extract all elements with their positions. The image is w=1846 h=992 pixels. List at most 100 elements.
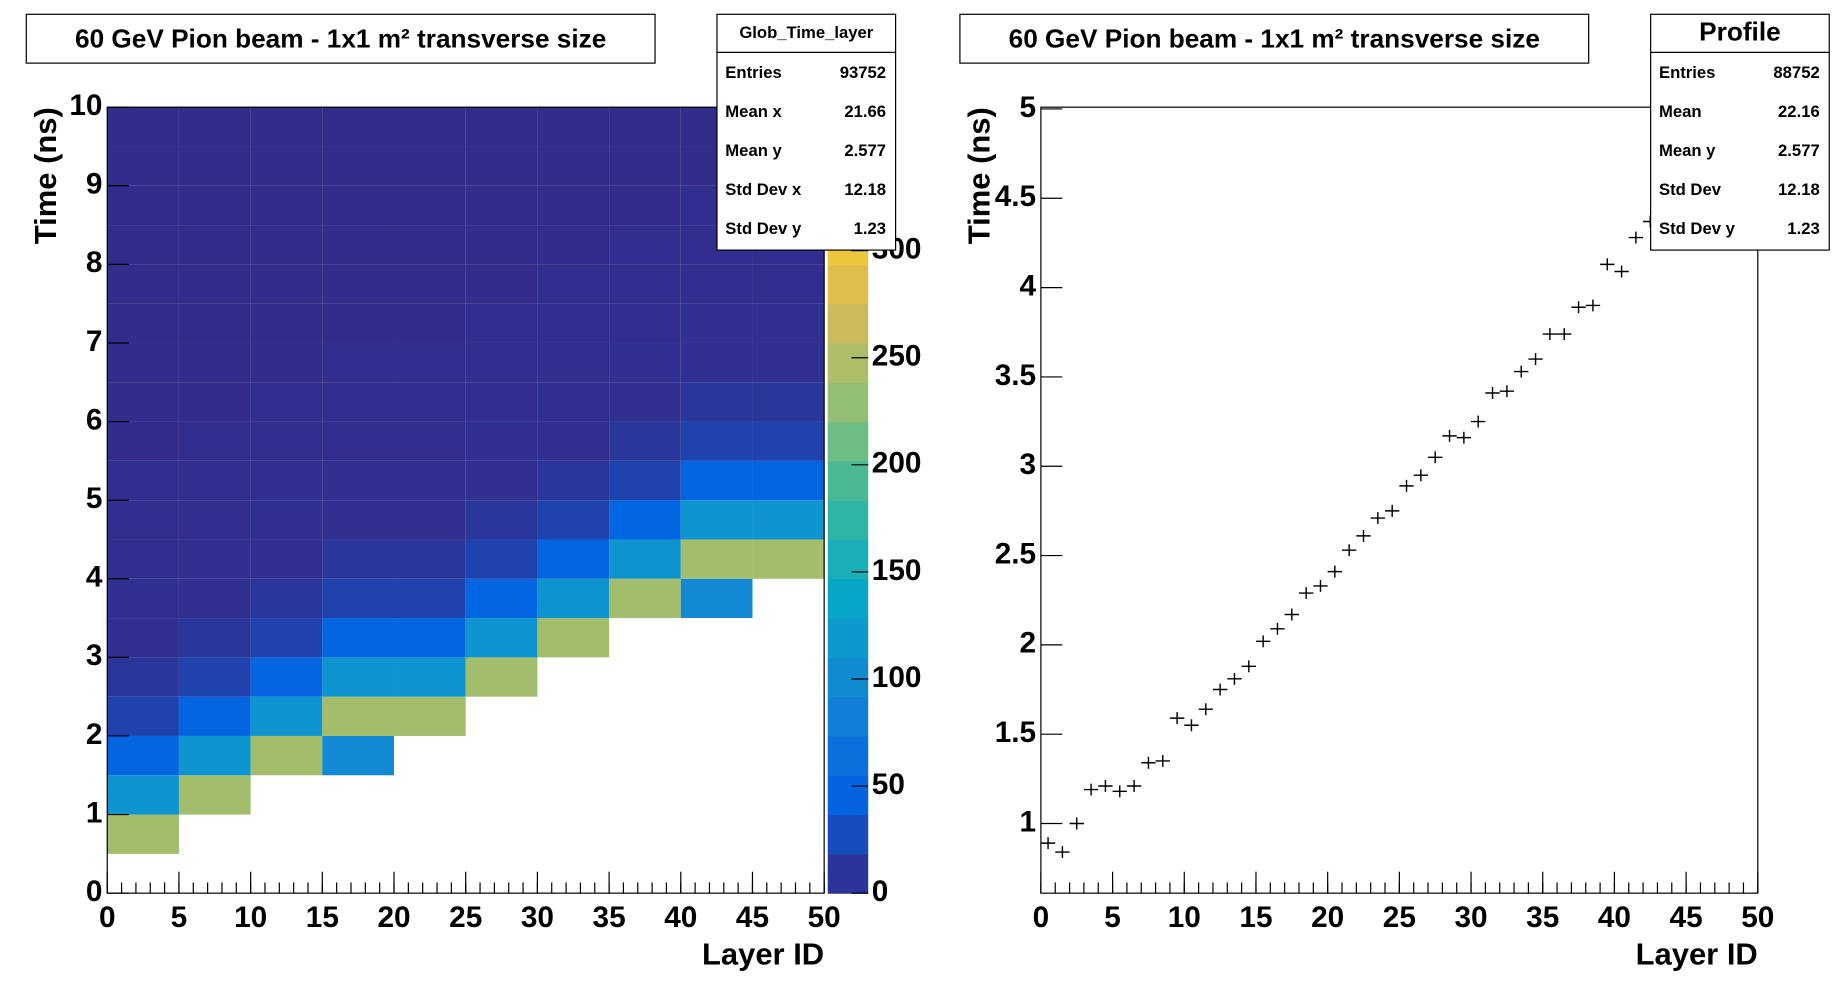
heat-cell <box>322 696 395 736</box>
profile-point <box>1040 837 1056 850</box>
stats-label: Std Dev x <box>725 180 802 199</box>
profile-point <box>1413 469 1429 482</box>
heat-cell <box>537 185 610 226</box>
heat-cell <box>752 382 825 422</box>
heat-cell <box>680 342 753 383</box>
profile-point <box>1155 755 1170 767</box>
stats-label: Std Dev <box>1659 180 1722 199</box>
stats-value: 12.18 <box>844 180 886 199</box>
heat-cell <box>322 264 395 304</box>
y-tick-label: 1.5 <box>995 716 1036 749</box>
heat-cell <box>178 421 251 461</box>
heat-cell <box>322 500 395 540</box>
y-axis-title: Time (ns) <box>28 107 63 244</box>
heat-cell <box>178 342 251 383</box>
profile-point <box>1083 783 1099 796</box>
z-tick-label: 0 <box>872 875 889 908</box>
y-tick-label: 1 <box>1020 805 1037 838</box>
x-tick-label: 50 <box>808 901 841 934</box>
heat-cell <box>680 382 753 422</box>
title-box <box>25 13 656 64</box>
heat-cell <box>178 775 251 815</box>
stats-label: Std Dev y <box>725 219 802 238</box>
x-tick-label: 0 <box>99 901 116 934</box>
title-box <box>959 13 1590 64</box>
y-tick-label: 4 <box>1020 269 1037 302</box>
profile-point <box>1614 265 1629 278</box>
stats-value: 22.16 <box>1778 102 1820 121</box>
x-tick-label: 45 <box>736 901 769 934</box>
heat-cell <box>322 342 395 383</box>
y-tick-label: 3 <box>1020 448 1037 481</box>
stats-value: 88752 <box>1773 63 1819 82</box>
heat-cell <box>107 618 179 658</box>
stats-box: Glob_Time_layer Entries 93752 Mean x 21.66 Me… <box>716 13 897 251</box>
x-tick-label: 10 <box>234 901 267 934</box>
stats-value: 1.23 <box>854 219 886 238</box>
heat-cell <box>465 618 538 658</box>
z-tick-label: 150 <box>872 554 922 587</box>
heat-cell <box>609 342 681 383</box>
profile-point <box>1628 231 1644 244</box>
z-tick-label: 50 <box>872 768 905 801</box>
color-bar-step <box>827 657 869 698</box>
heat-cell <box>465 342 538 383</box>
heat-cell <box>178 500 251 540</box>
x-tick-label: 10 <box>1168 901 1201 934</box>
heat-cell <box>465 185 538 226</box>
stats-frame <box>1650 13 1830 251</box>
heat-cell <box>394 225 466 265</box>
heat-cell <box>107 657 179 697</box>
heat-cell <box>178 382 251 422</box>
heat-cell <box>752 539 825 579</box>
heat-cell <box>107 107 179 147</box>
y-tick-label: 4 <box>86 561 103 594</box>
heat-cell <box>465 225 538 265</box>
stats-value: 2.577 <box>1778 141 1820 160</box>
profile-point <box>1370 512 1386 524</box>
profile-point <box>1542 328 1558 340</box>
heat-cell <box>107 735 179 776</box>
heat-cell <box>250 735 323 776</box>
heat-cell <box>537 539 610 579</box>
y-tick-label: 2 <box>1020 627 1037 660</box>
stats-value: 1.23 <box>1787 219 1819 238</box>
profile-point <box>1585 299 1601 312</box>
z-tick-label: 200 <box>872 447 922 480</box>
x-tick-label: 40 <box>664 901 697 934</box>
heat-cell <box>394 107 466 147</box>
heat-cell <box>322 657 395 697</box>
x-axis-title: Layer ID <box>702 936 824 971</box>
heat-cell <box>609 382 681 422</box>
y-tick-label: 6 <box>86 403 103 436</box>
chart-title: 60 GeV Pion beam - 1x1 m² transverse siz… <box>75 23 606 53</box>
heat-cell <box>680 500 753 540</box>
color-bar-step <box>827 578 869 619</box>
heat-cell <box>178 264 251 304</box>
heat-cell <box>394 146 466 186</box>
heat-cell <box>107 382 179 422</box>
profile-point <box>1485 387 1500 399</box>
heat-cell <box>537 500 610 540</box>
profile-point <box>1471 415 1486 428</box>
y-tick-label: 8 <box>86 246 103 279</box>
color-bar-step <box>827 775 869 816</box>
heat-cell <box>394 382 466 422</box>
z-tick-label: 100 <box>872 661 922 694</box>
color-bar-step <box>827 500 869 541</box>
heat-cell <box>178 107 251 147</box>
heat-cell <box>178 225 251 265</box>
stats-value: 21.66 <box>844 102 886 121</box>
profile-point <box>1141 756 1156 769</box>
stats-name: Glob_Time_layer <box>739 23 873 42</box>
x-tick-label: 30 <box>521 901 554 934</box>
heat-cell <box>465 146 538 186</box>
heat-cell <box>322 735 395 776</box>
heat-cell <box>394 618 466 658</box>
heat-cell <box>322 421 395 461</box>
heat-cell <box>680 539 753 579</box>
heat-cell <box>178 539 251 579</box>
heat-cell <box>609 225 681 265</box>
heat-cell <box>537 264 610 304</box>
heat-cell <box>537 618 610 658</box>
